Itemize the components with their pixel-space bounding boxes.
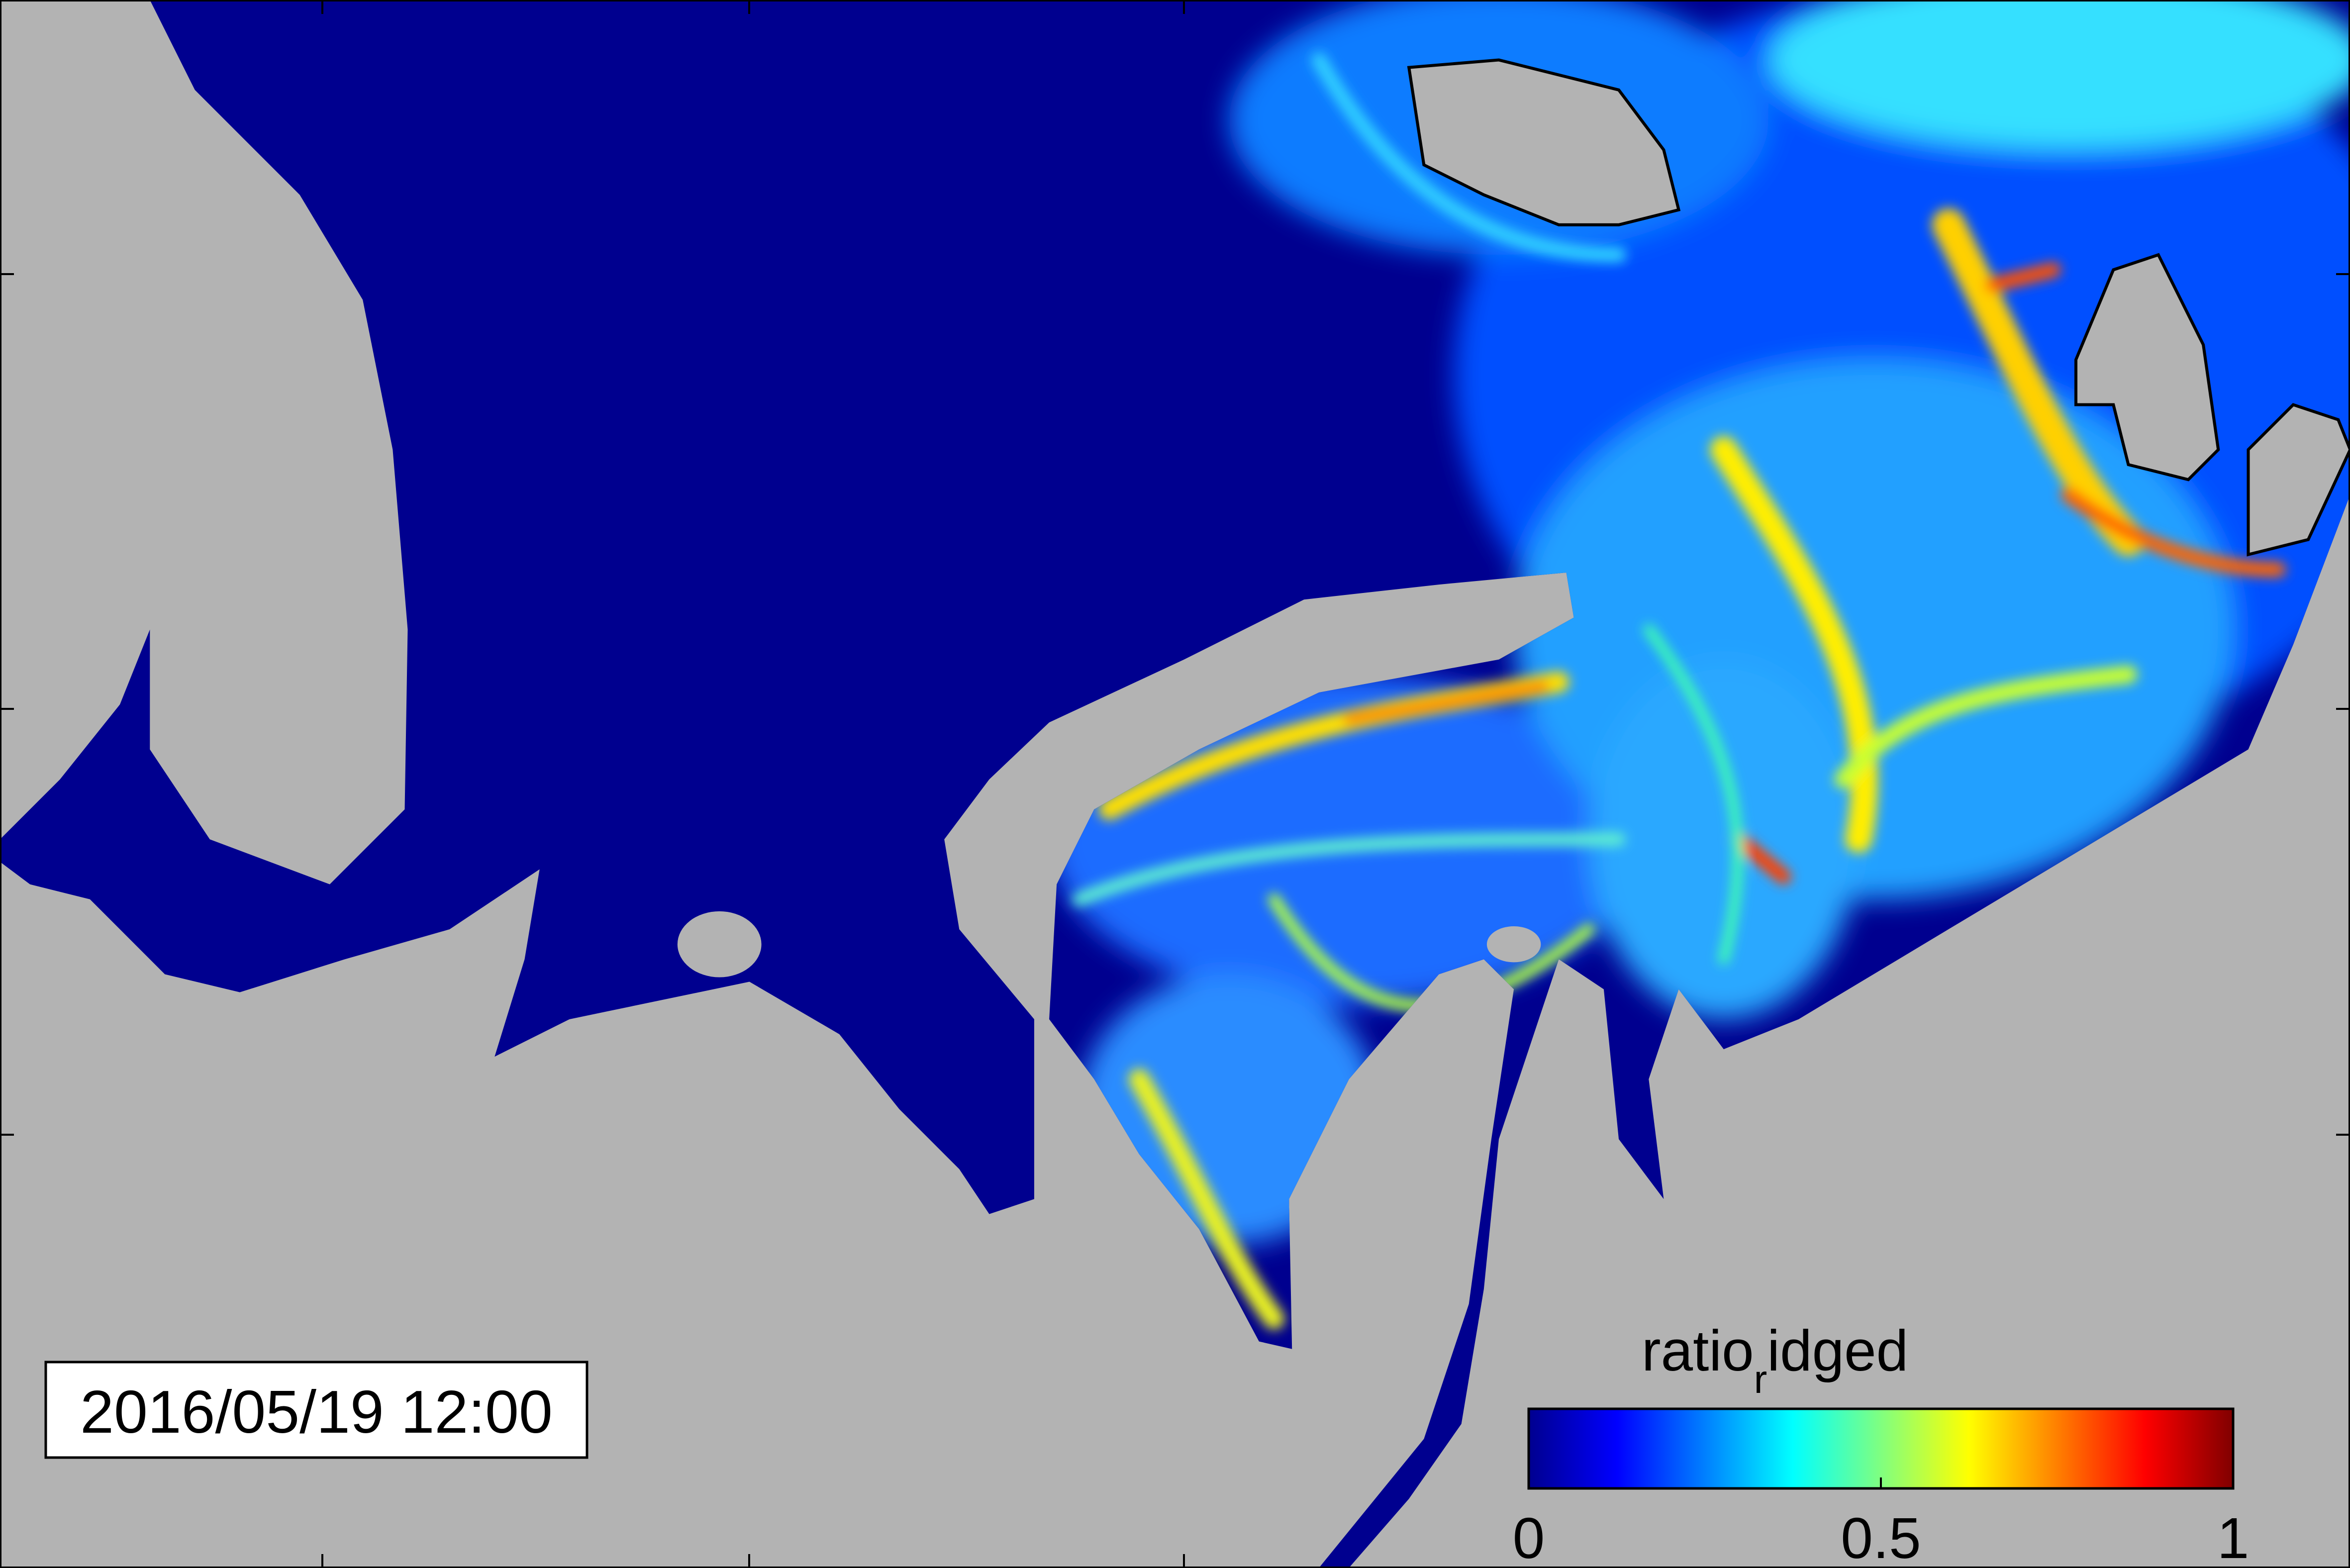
- islands: [677, 58, 2350, 978]
- colorbar-label-main: ratio: [1642, 1318, 1754, 1383]
- colorbar-tick-label: 0.5: [1841, 1506, 1921, 1568]
- colorbar: 0 0.5 1: [1513, 1407, 2250, 1568]
- colorbar-gradient: [1527, 1407, 2235, 1490]
- timestamp: 2016/05/19 12:00: [80, 1378, 553, 1446]
- colorbar-label: ratioridged: [1642, 1318, 1908, 1401]
- colorbar-label-sub: r: [1754, 1357, 1767, 1401]
- colorbar-tick-label: 0: [1513, 1506, 1545, 1568]
- colorbar-tick-label: 1: [2217, 1506, 2250, 1568]
- colorbar-label-rest: idged: [1767, 1318, 1908, 1383]
- timestamp-box: [44, 1361, 588, 1459]
